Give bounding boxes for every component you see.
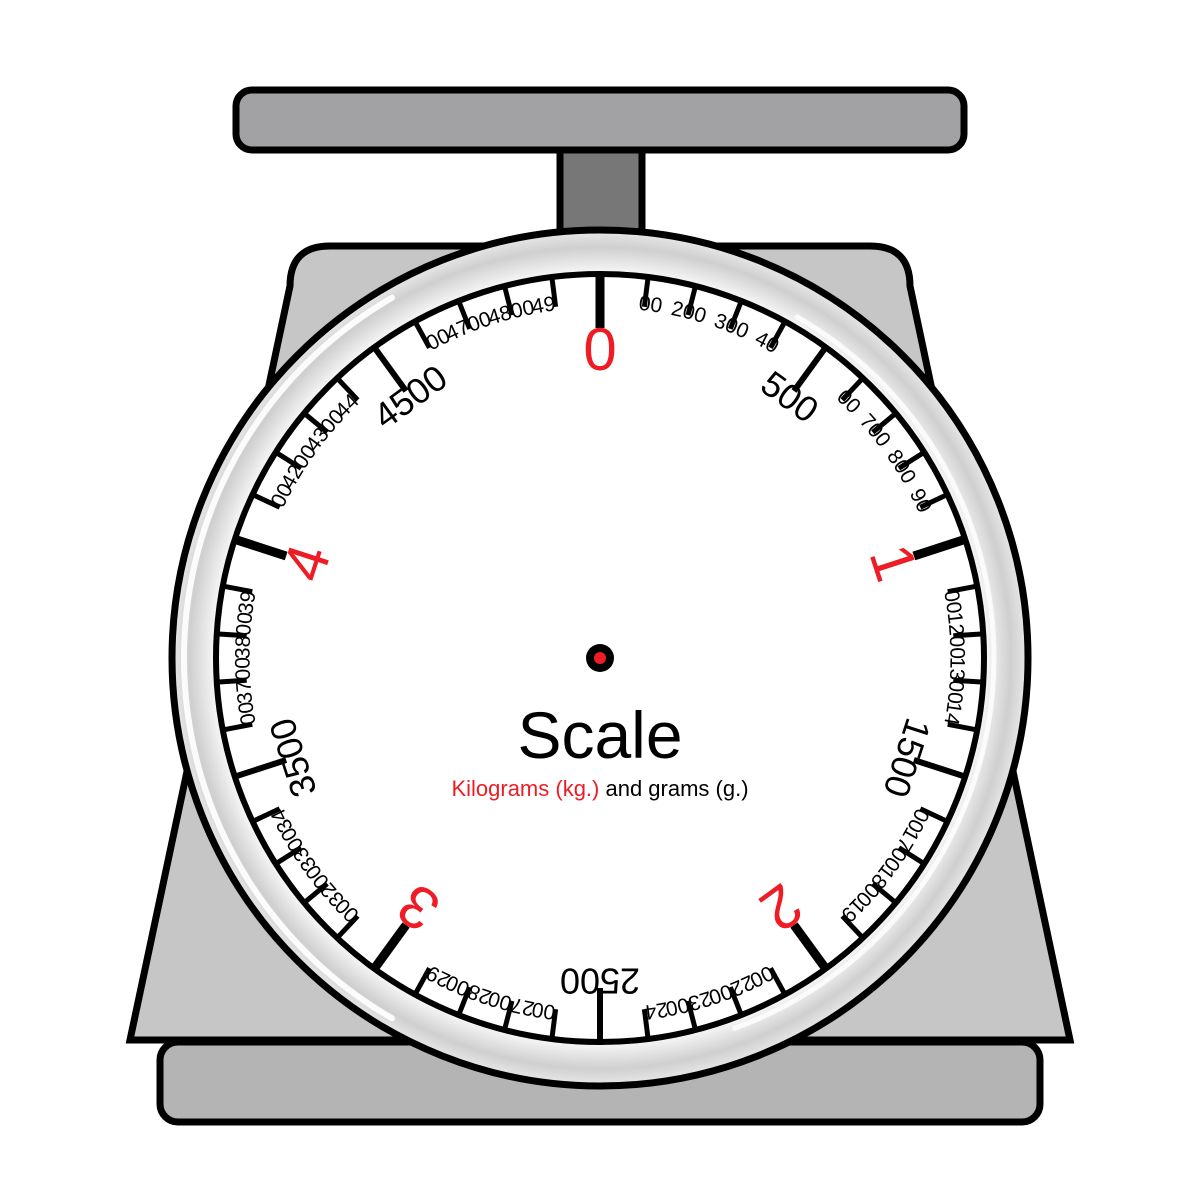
- weighing-scale-diagram: 0123450015002500350045001002003004006007…: [0, 0, 1200, 1200]
- pivot-inner: [594, 652, 606, 664]
- kg-label-0: 0: [583, 316, 616, 383]
- dial-subtitle: Kilograms (kg.) and grams (g.): [451, 776, 748, 801]
- halfkg-label-2500: 2500: [560, 960, 640, 1001]
- platter: [236, 90, 964, 150]
- dial-title: Scale: [517, 698, 682, 772]
